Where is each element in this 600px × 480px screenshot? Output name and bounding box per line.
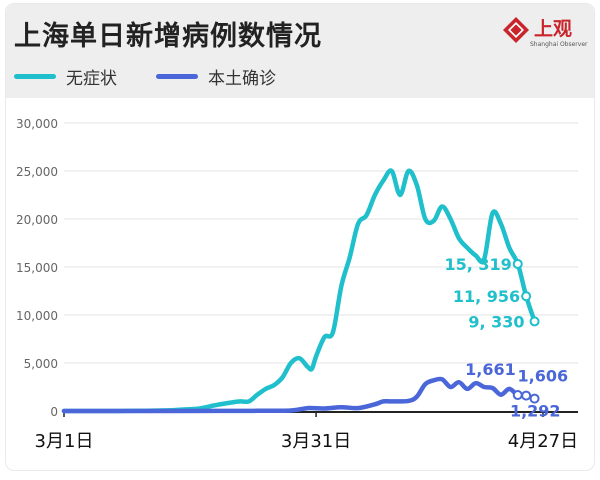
data-point-marker xyxy=(529,393,540,404)
legend-item-asymptomatic: 无症状 xyxy=(14,66,117,89)
data-point-marker xyxy=(512,258,523,269)
chart-title: 上海单日新增病例数情况 xyxy=(14,21,322,52)
y-tick-label: 5,000 xyxy=(24,357,58,371)
chart-card: 上海单日新增病例数情况 上观 Shanghai Observer 无症状 本土确… xyxy=(6,4,594,470)
y-tick-label: 0 xyxy=(50,405,58,419)
data-label: 11, 956 xyxy=(453,287,520,306)
data-point-marker xyxy=(529,316,540,327)
legend-swatch-local xyxy=(156,73,198,79)
x-tick-label: 3月31日 xyxy=(281,431,351,452)
data-point-marker xyxy=(512,390,523,401)
y-tick-label: 30,000 xyxy=(16,117,58,131)
data-label: 1,606 xyxy=(518,367,569,386)
data-point-marker xyxy=(521,291,532,302)
x-tick-label: 3月1日 xyxy=(35,431,94,452)
logo-subtitle: Shanghai Observer xyxy=(530,41,588,48)
legend-label-asymptomatic: 无症状 xyxy=(66,68,117,89)
legend-item-local: 本土确诊 xyxy=(156,66,276,89)
series-line-0 xyxy=(61,168,537,414)
data-label: 1,292 xyxy=(510,402,561,421)
logo-mark-icon xyxy=(503,17,529,43)
legend-swatch-asymptomatic xyxy=(14,73,56,79)
data-label: 15, 319 xyxy=(444,255,511,274)
series-line-1 xyxy=(61,376,537,414)
x-tick-label: 4月27日 xyxy=(508,431,578,452)
y-tick-label: 10,000 xyxy=(16,309,58,323)
data-label: 1,661 xyxy=(465,360,516,379)
y-tick-label: 25,000 xyxy=(16,165,58,179)
chart-header: 上海单日新增病例数情况 上观 Shanghai Observer 无症状 本土确… xyxy=(6,4,594,98)
data-label: 9, 330 xyxy=(468,312,524,331)
y-tick-label: 20,000 xyxy=(16,213,58,227)
legend-label-local: 本土确诊 xyxy=(208,68,276,89)
logo-text: 上观 xyxy=(534,18,573,40)
data-point-marker xyxy=(521,390,532,401)
brand-logo: 上观 Shanghai Observer xyxy=(502,14,592,54)
y-tick-label: 15,000 xyxy=(16,261,58,275)
